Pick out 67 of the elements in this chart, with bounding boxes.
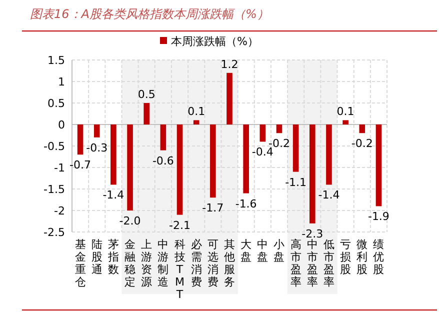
- data-label: -1.6: [235, 197, 257, 210]
- bar: [276, 124, 282, 134]
- x-tick-label: 陆股通: [91, 238, 102, 276]
- data-label: -2.0: [119, 214, 141, 228]
- bar: [110, 124, 116, 185]
- chart-title: 图表16：A股各类风格指数本周涨跌幅（%）: [30, 7, 269, 21]
- x-tick-label: 小盘: [274, 238, 285, 264]
- data-label: -1.7: [202, 202, 224, 215]
- data-label: 0.1: [336, 105, 354, 118]
- x-tick-label: 金融稳定: [124, 238, 136, 288]
- bar: [260, 124, 266, 142]
- bar: [77, 124, 84, 155]
- data-label: -1.9: [368, 210, 390, 224]
- data-label: -1.4: [318, 188, 340, 202]
- data-label: -0.2: [351, 137, 373, 150]
- x-tick-label: 基金重仓: [74, 238, 86, 288]
- bar: [376, 124, 382, 206]
- data-label: 0.5: [138, 88, 156, 101]
- y-tick-label: 1.5: [48, 54, 65, 67]
- x-tick-label: 必需消费: [190, 238, 202, 288]
- data-label: -2.1: [169, 218, 190, 232]
- y-tick-label: 1: [58, 76, 65, 88]
- x-tick-label: 中盘: [257, 238, 268, 264]
- data-label: -1.1: [285, 176, 307, 189]
- x-tick-label: 绩优股: [373, 238, 384, 276]
- data-label: 0.1: [188, 105, 206, 118]
- x-tick-label: 低市盈率: [323, 238, 334, 288]
- x-tick-label: 高市盈率: [290, 238, 302, 288]
- data-label: -2.3: [302, 227, 324, 240]
- x-tick-label: 茅指数: [106, 238, 119, 276]
- bar: [144, 103, 150, 124]
- x-tick-label: 其他服务: [224, 238, 235, 288]
- y-tick-label: -2: [54, 204, 65, 218]
- bar: [176, 124, 183, 215]
- data-label: -1.4: [102, 188, 124, 202]
- y-tick-label: -1: [54, 162, 65, 174]
- bar: [127, 124, 133, 210]
- bar: [359, 124, 366, 134]
- x-tick-label: 中游制造: [158, 238, 169, 288]
- y-tick-label: 0: [58, 118, 65, 132]
- bar: [292, 124, 299, 172]
- data-label: -0.6: [152, 154, 174, 168]
- legend-label: 本周涨跌幅（%）: [171, 35, 258, 48]
- bar: [309, 124, 316, 224]
- bar: [243, 124, 249, 194]
- data-label: -0.3: [86, 141, 108, 154]
- data-label: -0.4: [252, 146, 274, 159]
- y-tick-label: -0.5: [44, 140, 65, 153]
- data-label: 1.2: [220, 58, 238, 71]
- bar: [94, 124, 100, 138]
- x-tick-label: 上游资源: [141, 238, 152, 288]
- x-tick-label: 可选消费: [207, 238, 218, 288]
- x-tick-label: 微利股: [356, 238, 368, 276]
- bar: [210, 124, 216, 198]
- x-tick-label: 科技TMT: [173, 238, 186, 301]
- y-tick-label: -1.5: [44, 183, 65, 196]
- data-label: -0.7: [70, 158, 92, 172]
- bar: [342, 120, 348, 124]
- bar: [160, 124, 166, 150]
- y-tick-label: -2.5: [44, 226, 65, 239]
- bar: [226, 72, 232, 124]
- x-tick-label: 亏损股: [340, 238, 352, 276]
- x-tick-label: 大盘: [240, 238, 252, 264]
- x-tick-label: 中市盈率: [306, 238, 318, 288]
- bar: [326, 124, 332, 185]
- y-tick-label: 0.5: [48, 97, 65, 110]
- bar: [193, 120, 200, 124]
